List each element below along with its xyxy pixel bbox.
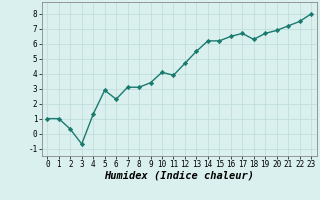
X-axis label: Humidex (Indice chaleur): Humidex (Indice chaleur) <box>104 171 254 181</box>
